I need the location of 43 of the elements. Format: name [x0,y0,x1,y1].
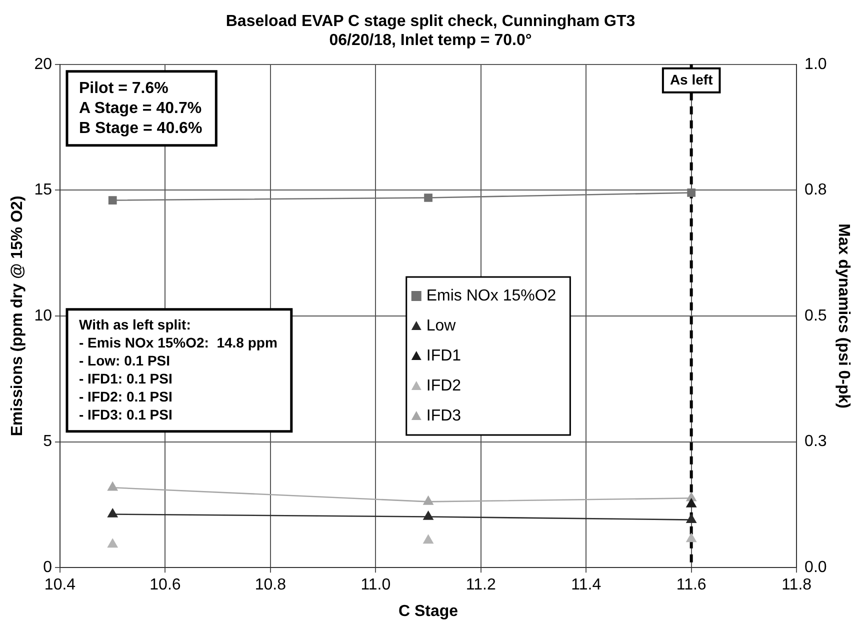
chart-subtitle: 06/20/18, Inlet temp = 70.0° [329,32,532,50]
legend-label: Low [426,317,456,334]
y-tick-label: 0 [43,559,52,576]
legend-label: IFD2 [426,377,462,394]
point [686,514,696,523]
y-tick-label: 20 [34,56,52,73]
annotation: Pilot = 7.6% A Stage = 40.7% B Stage = 40.6% [78,80,202,137]
y2-tick-label: 0.0 [804,559,827,576]
point [108,538,118,548]
point [686,533,696,542]
point [423,534,434,544]
x-tick-label: 11.6 [676,576,706,594]
y2-axis-title: Max dynamics (psi 0-pk) [834,224,852,408]
legend-label: IFD3 [426,407,462,424]
y-axis-title: Emissions (ppm dry @ 15% O2) [9,196,26,436]
x-axis-title: C Stage [398,602,458,620]
y2-tick-label: 0.8 [804,182,827,199]
x-tick-label: 11.8 [782,576,812,594]
x-tick-label: 10.4 [44,576,76,594]
y-tick-label: 10 [34,307,52,324]
x-tick-label: 10.6 [150,576,181,594]
x-tick-label: 11.2 [466,576,496,594]
x-tick-label: 10.8 [254,576,286,594]
y2-tick-label: 1.0 [804,56,827,73]
point [424,194,432,202]
chart-title: Baseload EVAP C stage split check, Cunningham GT3 [226,13,636,30]
x-tick-label: 11.0 [360,576,391,594]
y2-tick-label: 0.5 [804,307,827,324]
ref-line-label: As left [670,71,714,88]
legend-label: IFD1 [426,347,462,364]
point [687,188,696,197]
x-tick-label: 11.4 [571,576,602,594]
y2-tick-label: 0.3 [804,433,827,450]
point [686,498,696,508]
point [423,496,434,505]
point [423,511,434,520]
point [108,508,118,518]
annotation: With as left split: - Emis NOx 15%O2: 14.8 ppm - Low: 0.1 PSI - IFD1: 0.1 PSI - IFD2: 0.1 PSI - IFD3: 0.1 PSI [78,316,278,422]
point [108,482,118,491]
point [108,196,117,204]
y-tick-label: 15 [34,182,52,199]
y-tick-label: 5 [43,433,52,450]
legend-label: Emis NOx 15%O2 [426,287,556,304]
